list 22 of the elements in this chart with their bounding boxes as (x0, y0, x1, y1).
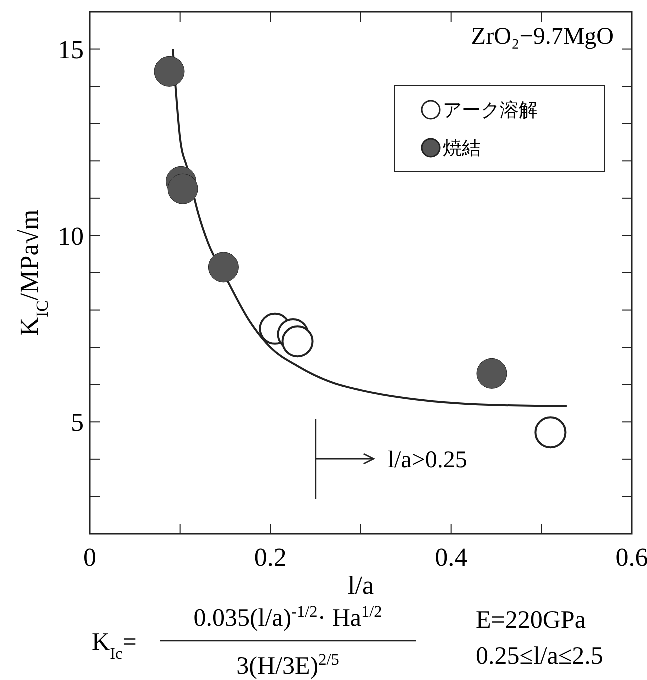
x-tick-label: 0 (84, 543, 96, 572)
ref-line-label: l/a>0.25 (388, 447, 468, 474)
point (534, 416, 567, 449)
y-tick-label: 10 (58, 222, 84, 251)
y-tick-label: 5 (71, 408, 84, 438)
point (154, 56, 185, 87)
text: 3(H/3E)$^{2/5}$ (236, 651, 340, 680)
text: K$_{Ic}$= (92, 629, 137, 663)
point (208, 252, 239, 283)
point (476, 358, 508, 389)
text: 0.035(l/a)$^{-1/2}$· Ha$^{1/2}$ (194, 603, 382, 632)
text: ZrO₂−9.7MgO (471, 24, 614, 50)
x-tick-label: 0.4 (435, 543, 468, 572)
x-axis-title: l/a (348, 571, 374, 600)
x-tick-label: 0.2 (254, 543, 287, 572)
legend-label: 焼結 (443, 138, 481, 160)
point (282, 326, 314, 358)
y-tick-label: 15 (58, 35, 84, 64)
point (168, 174, 198, 204)
text: 0.25≤l/a≤2.5 (476, 643, 604, 670)
legend-label: アーク溶解 (443, 100, 538, 122)
text: E=220GPa (476, 607, 586, 634)
